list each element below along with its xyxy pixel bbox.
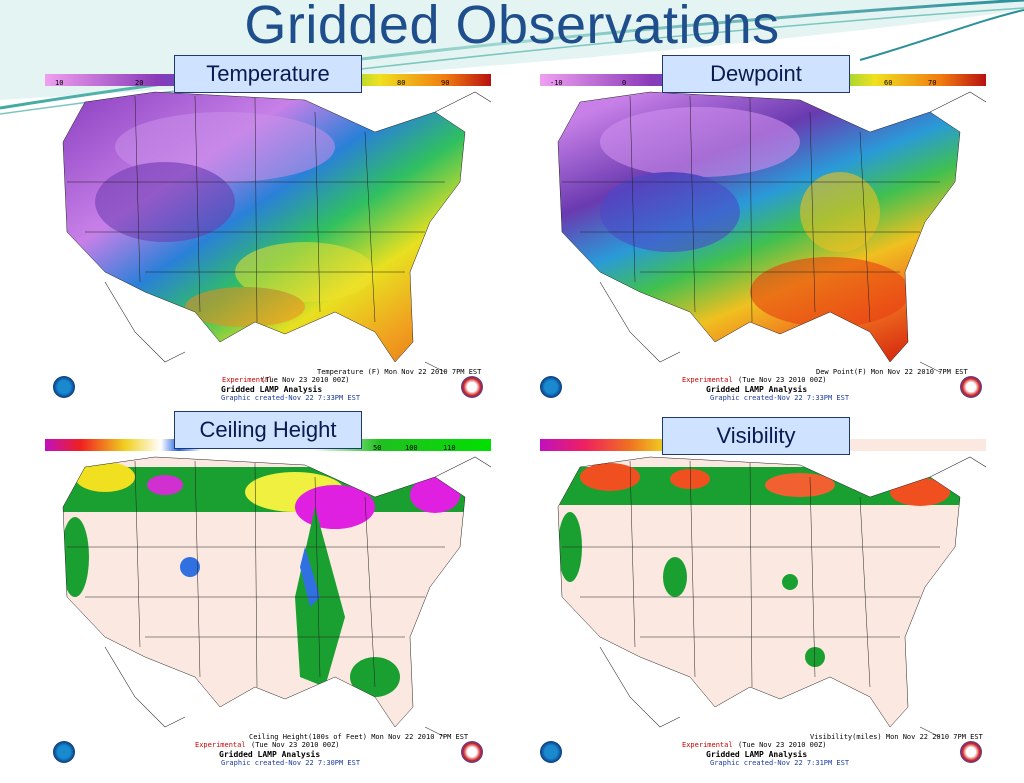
temperature-legend-tick-1: 10	[55, 79, 64, 87]
dewpoint-product-name: Gridded LAMP Analysis	[706, 385, 808, 394]
nws-logo-icon	[960, 376, 982, 398]
noaa-logo-icon	[540, 741, 562, 763]
ceiling-height-label: Ceiling Height	[174, 411, 362, 449]
dewpoint-panel: -10 0 60 70 Dew Point(F) Mon Nov 22 2010…	[540, 72, 986, 418]
neighbor-coastlines	[104, 91, 491, 373]
temperature-run-time: (Tue Nov 23 2010 00Z)	[261, 376, 350, 384]
noaa-logo-icon	[540, 376, 562, 398]
dewpoint-map	[540, 74, 986, 373]
neighbor-coastlines	[599, 456, 986, 738]
temperature-map-caption: Temperature (F) Mon Nov 22 2010 7PM EST	[317, 368, 482, 376]
ceiling-experimental-label: Experimental	[195, 741, 246, 749]
nws-logo-icon	[960, 741, 982, 763]
dewpoint-legend-tick-1: -10	[550, 79, 563, 87]
ceiling-created-time: Graphic created-Nov 22 7:30PM EST	[221, 759, 361, 767]
state-borders	[557, 91, 961, 363]
dewpoint-experimental-label: Experimental	[682, 376, 733, 384]
ceiling-legend-tick-2: 100	[405, 444, 418, 452]
dewpoint-label: Dewpoint	[662, 55, 850, 93]
temperature-legend-tick-2: 20	[135, 79, 144, 87]
noaa-logo-icon	[53, 376, 75, 398]
ceiling-height-map	[45, 439, 491, 738]
visibility-map-caption: Visibility(miles) Mon Nov 22 2010 7PM ES…	[810, 733, 983, 741]
visibility-map	[540, 439, 986, 738]
state-borders	[557, 456, 961, 728]
visibility-field	[558, 457, 960, 727]
visibility-created-time: Graphic created-Nov 22 7:31PM EST	[710, 759, 850, 767]
state-borders	[62, 456, 466, 728]
temperature-legend-tick-3: 80	[397, 79, 406, 87]
dewpoint-legend-tick-4: 70	[928, 79, 937, 87]
temperature-panel: 10 20 80 90 Temperature (F) Mon Nov 22 2…	[45, 72, 491, 418]
nws-logo-icon	[461, 376, 483, 398]
dewpoint-legend-tick-3: 60	[884, 79, 893, 87]
neighbor-coastlines	[104, 456, 491, 738]
visibility-experimental-label: Experimental	[682, 741, 733, 749]
visibility-run-time: (Tue Nov 23 2010 00Z)	[738, 741, 827, 749]
slide-title: Gridded Observations	[244, 0, 780, 55]
ceiling-product-name: Gridded LAMP Analysis	[219, 750, 321, 759]
ceiling-height-panel: 50 100 110 Ceiling Height(100s of Feet) …	[45, 437, 491, 783]
visibility-panel: Visibility(miles) Mon Nov 22 2010 7PM ES…	[540, 437, 986, 783]
ceiling-run-time: (Tue Nov 23 2010 00Z)	[251, 741, 340, 749]
dewpoint-legend-tick-2: 0	[622, 79, 627, 87]
temperature-experimental-label: Experimental	[222, 376, 273, 384]
nws-logo-icon	[461, 741, 483, 763]
noaa-logo-icon	[53, 741, 75, 763]
ceiling-legend-tick-1: 50	[373, 444, 382, 452]
state-borders	[62, 91, 466, 363]
temperature-created-time: Graphic created-Nov 22 7:33PM EST	[221, 394, 361, 402]
ceiling-legend-tick-3: 110	[443, 444, 456, 452]
temperature-legend-tick-4: 90	[441, 79, 450, 87]
temperature-map	[45, 74, 491, 373]
dewpoint-run-time: (Tue Nov 23 2010 00Z)	[738, 376, 827, 384]
temperature-product-name: Gridded LAMP Analysis	[221, 385, 323, 394]
dewpoint-created-time: Graphic created-Nov 22 7:33PM EST	[710, 394, 850, 402]
visibility-label: Visibility	[662, 417, 850, 455]
temperature-label: Temperature	[174, 55, 362, 93]
dewpoint-map-caption: Dew Point(F) Mon Nov 22 2010 7PM EST	[816, 368, 968, 376]
neighbor-coastlines	[599, 91, 986, 373]
visibility-product-name: Gridded LAMP Analysis	[706, 750, 808, 759]
ceiling-map-caption: Ceiling Height(100s of Feet) Mon Nov 22 …	[249, 733, 469, 741]
